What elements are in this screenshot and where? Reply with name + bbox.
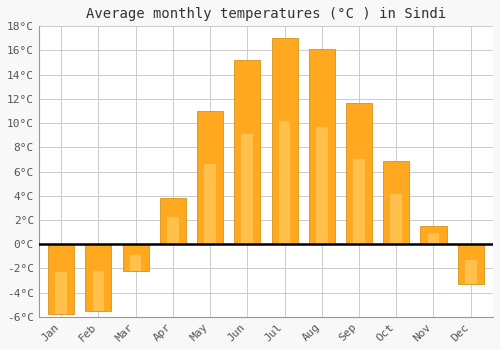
Bar bbox=[160, 198, 186, 244]
Bar bbox=[420, 226, 446, 244]
Bar bbox=[316, 127, 328, 244]
Bar bbox=[242, 134, 253, 244]
Bar bbox=[346, 103, 372, 244]
Bar bbox=[383, 161, 409, 244]
Bar bbox=[167, 217, 178, 244]
Title: Average monthly temperatures (°C ) in Sindi: Average monthly temperatures (°C ) in Si… bbox=[86, 7, 446, 21]
Bar bbox=[204, 164, 216, 244]
Bar bbox=[234, 60, 260, 244]
Bar bbox=[458, 244, 483, 284]
Bar bbox=[353, 159, 365, 244]
Bar bbox=[197, 111, 223, 244]
Bar bbox=[465, 260, 476, 284]
Bar bbox=[308, 49, 335, 244]
Bar bbox=[92, 271, 104, 311]
Bar bbox=[56, 272, 67, 314]
Bar bbox=[86, 244, 112, 311]
Bar bbox=[122, 244, 148, 271]
Bar bbox=[390, 194, 402, 244]
Bar bbox=[130, 255, 141, 271]
Bar bbox=[428, 233, 440, 244]
Bar bbox=[278, 121, 290, 244]
Bar bbox=[48, 244, 74, 314]
Bar bbox=[272, 38, 297, 244]
